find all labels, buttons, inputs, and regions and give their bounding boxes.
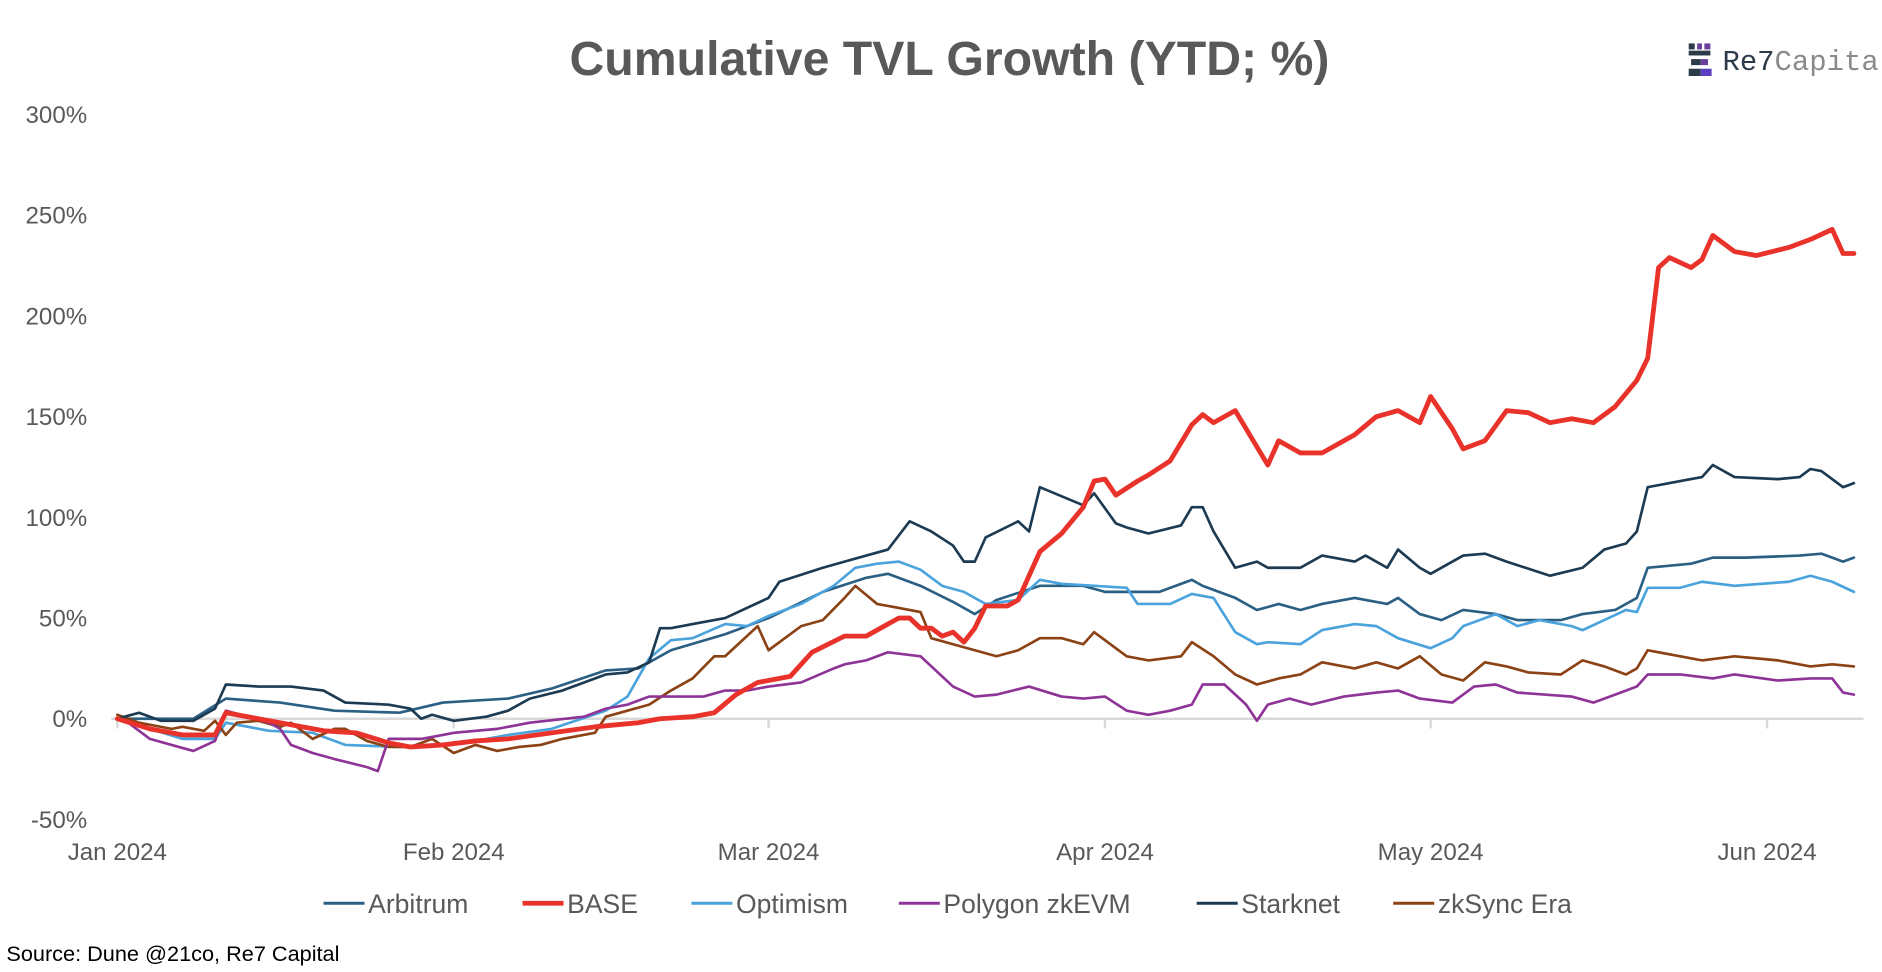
x-tick-label: Jun 2024 <box>1717 839 1816 866</box>
series-line-arbitrum <box>116 552 1856 721</box>
series-line-optimism <box>116 560 1856 749</box>
x-tick-label: Feb 2024 <box>403 839 505 866</box>
x-tick-label: May 2024 <box>1378 839 1484 866</box>
legend-label: Arbitrum <box>368 889 468 919</box>
legend-item[interactable]: Starknet <box>1196 889 1341 919</box>
y-tick-label: 0% <box>52 706 87 733</box>
legend-label: zkSync Era <box>1438 889 1572 919</box>
series-line-polygon-zkevm <box>116 650 1856 773</box>
legend-item[interactable]: Polygon zkEVM <box>898 889 1131 919</box>
x-axis: Jan 2024 Feb 2024 Mar 2024 Apr 2024 May 2024… <box>68 718 1817 866</box>
plot-area <box>114 226 1857 773</box>
y-tick-label: 250% <box>26 203 88 230</box>
x-tick-label: Mar 2024 <box>718 839 820 866</box>
y-tick-label: 200% <box>26 303 88 330</box>
legend-item[interactable]: zkSync Era <box>1393 889 1572 919</box>
y-axis: -50% 0% 50% 100% 150% 200% 250% 300% <box>26 102 88 834</box>
legend: Arbitrum BASE Optimism Polygon zkEVM Starkne… <box>323 889 1572 919</box>
logo-text-re7: Re7 <box>1722 46 1774 79</box>
chart-title: Cumulative TVL Growth (YTD; %) <box>569 32 1329 86</box>
legend-item[interactable]: BASE <box>522 889 638 919</box>
legend-label: Polygon zkEVM <box>943 889 1130 919</box>
legend-label: Optimism <box>736 889 848 919</box>
legend-label: BASE <box>567 889 638 919</box>
y-tick-label: 100% <box>26 505 88 532</box>
source-note: Source: Dune @21co, Re7 Capital <box>6 941 339 966</box>
series-line-base <box>114 226 1857 750</box>
legend-label: Starknet <box>1241 889 1340 919</box>
logo-text-capital: Capital <box>1775 46 1882 79</box>
tower-logo-icon <box>1688 43 1712 76</box>
y-tick-label: -50% <box>31 807 87 834</box>
x-tick-label: Jan 2024 <box>68 839 167 866</box>
x-tick-label: Apr 2024 <box>1056 839 1154 866</box>
y-tick-label: 300% <box>26 102 88 129</box>
y-tick-label: 150% <box>26 404 88 431</box>
legend-item[interactable]: Arbitrum <box>323 889 469 919</box>
legend-item[interactable]: Optimism <box>691 889 848 919</box>
series-line-starknet <box>116 463 1856 723</box>
y-tick-label: 50% <box>39 605 87 632</box>
